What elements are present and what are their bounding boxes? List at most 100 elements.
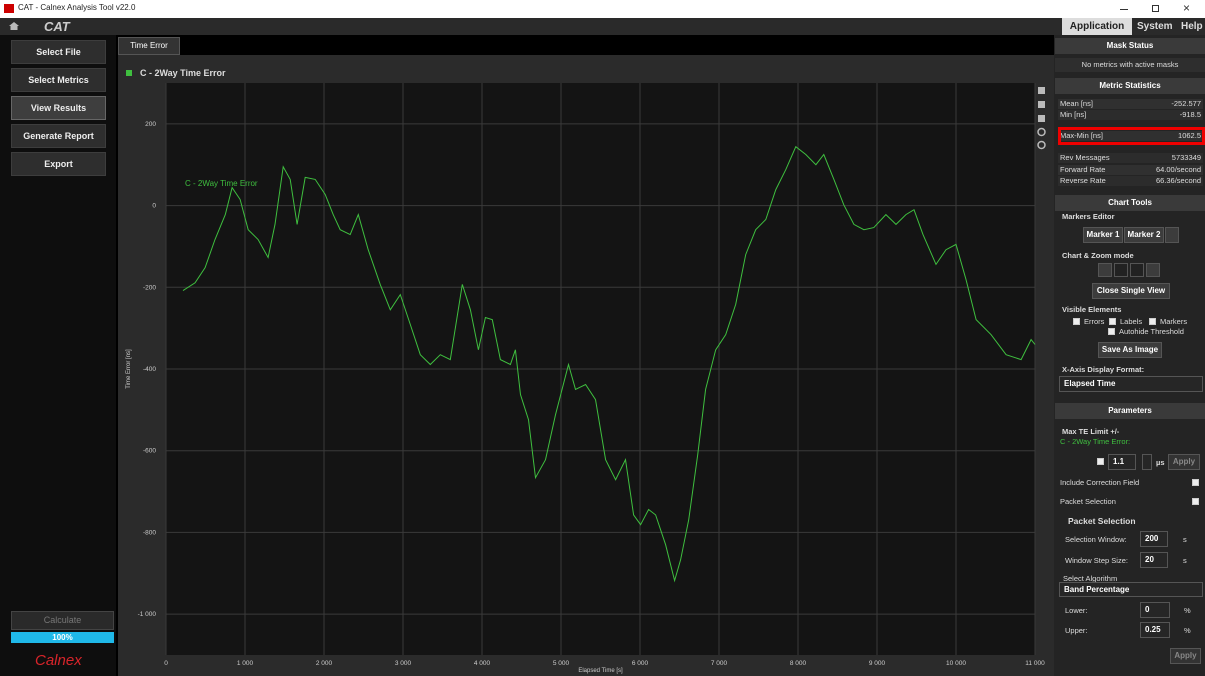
x-tick-label: 6 000 xyxy=(632,660,649,667)
dropdown[interactable]: Band Percentage xyxy=(1059,582,1203,597)
tool-icon[interactable] xyxy=(1037,140,1046,150)
stat-name: Max-Min [ns] xyxy=(1060,131,1103,140)
series-label: C - 2Way Time Error xyxy=(185,179,258,188)
x-tick-label: 8 000 xyxy=(790,660,807,667)
nav-button[interactable]: Generate Report xyxy=(11,124,106,148)
section-header: Metric Statistics xyxy=(1055,78,1205,94)
close[interactable]: × xyxy=(1183,1,1191,15)
tab[interactable]: Time Error xyxy=(118,37,180,55)
stats-row: Forward Rate 64.00/second xyxy=(1058,164,1203,175)
nav-button[interactable]: Export xyxy=(11,152,106,176)
option-label: Packet Selection xyxy=(1060,497,1116,506)
checkbox[interactable] xyxy=(1192,498,1199,505)
nav-button[interactable]: Select File xyxy=(11,40,106,64)
delete-button[interactable] xyxy=(1165,227,1179,243)
zoom-mode-button[interactable] xyxy=(1146,263,1160,277)
unit: s xyxy=(1183,556,1187,565)
group-title: Packet Selection xyxy=(1068,516,1136,526)
unit: % xyxy=(1184,606,1191,615)
apply-button[interactable]: Apply xyxy=(1168,454,1200,470)
nav-button[interactable]: View Results xyxy=(11,96,106,120)
marker-button[interactable]: Marker 1 xyxy=(1083,227,1123,243)
menu-tab[interactable]: Application xyxy=(1062,18,1132,35)
maximize[interactable] xyxy=(1152,5,1159,12)
top-bar: CAT Application System Help xyxy=(0,18,1205,35)
section-header: Parameters xyxy=(1055,403,1205,419)
apply-button[interactable]: Apply xyxy=(1170,648,1201,664)
y-tick-label: 200 xyxy=(145,121,156,128)
input[interactable]: 0 xyxy=(1140,602,1170,618)
highlight-box xyxy=(1058,127,1205,145)
checkbox[interactable] xyxy=(1192,479,1199,486)
input[interactable]: 1.1 xyxy=(1108,454,1136,470)
x-tick-label: 0 xyxy=(164,660,168,667)
checkbox-label: Errors xyxy=(1084,317,1105,326)
chart-icon xyxy=(126,70,132,76)
dropdown[interactable]: Elapsed Time xyxy=(1059,376,1203,392)
tool-icon[interactable] xyxy=(1037,127,1046,137)
x-tick-label: 3 000 xyxy=(395,660,412,667)
stat-name: Forward Rate xyxy=(1060,164,1106,174)
mask-message: No metrics with active masks xyxy=(1055,58,1205,72)
stats-row: Max-Min [ns] 1062.5 xyxy=(1058,131,1203,141)
input[interactable]: 0.25 xyxy=(1140,622,1170,638)
metric-label: C - 2Way Time Error: xyxy=(1060,437,1131,446)
minimize[interactable] xyxy=(1120,9,1128,10)
zoom-mode-button[interactable] xyxy=(1114,263,1128,277)
x-axis-label: Elapsed Time [s] xyxy=(578,668,623,674)
group-label: Visible Elements xyxy=(1062,305,1122,314)
unit: µs xyxy=(1156,458,1165,467)
checkbox[interactable] xyxy=(1073,318,1080,325)
app-icon xyxy=(4,4,14,13)
stat-value: -252.577 xyxy=(1171,99,1201,108)
group-label: Markers Editor xyxy=(1062,212,1115,221)
section-header: Mask Status xyxy=(1055,38,1205,54)
data-line xyxy=(182,145,1036,583)
chart-toolbar xyxy=(1037,87,1046,150)
checkbox[interactable] xyxy=(1108,328,1115,335)
tool-icon[interactable] xyxy=(1038,101,1045,108)
x-tick-label: 2 000 xyxy=(316,660,333,667)
stat-value: 1062.5 xyxy=(1178,131,1201,140)
tool-icon[interactable] xyxy=(1038,115,1045,122)
nav-button[interactable]: Select Metrics xyxy=(11,68,106,92)
y-axis-label: Time Error [ns] xyxy=(126,349,132,389)
y-tick-label: -800 xyxy=(143,529,156,536)
x-tick-label: 7 000 xyxy=(711,660,728,667)
group-label: Chart & Zoom mode xyxy=(1062,251,1134,260)
calculate-button[interactable]: Calculate xyxy=(11,611,114,630)
zoom-mode-button[interactable] xyxy=(1098,263,1112,277)
menu-tab[interactable]: System xyxy=(1137,21,1173,32)
checkbox[interactable] xyxy=(1149,318,1156,325)
input[interactable]: 200 xyxy=(1140,531,1168,547)
menu-tab[interactable]: Help xyxy=(1181,21,1203,32)
logo: CAT xyxy=(44,19,70,34)
marker-button[interactable]: Marker 2 xyxy=(1124,227,1164,243)
stat-value: -918.5 xyxy=(1179,109,1201,119)
stat-value: 5733349 xyxy=(1171,153,1201,162)
input[interactable]: 20 xyxy=(1140,552,1168,568)
checkbox-label: Labels xyxy=(1120,317,1143,326)
stat-name: Mean [ns] xyxy=(1060,99,1093,108)
stat-name: Rev Messages xyxy=(1060,153,1110,162)
stats-row: Min [ns] -918.5 xyxy=(1058,109,1203,120)
x-tick-label: 1 000 xyxy=(237,660,254,667)
home-icon[interactable] xyxy=(9,22,19,30)
checkbox[interactable] xyxy=(1109,318,1116,325)
checkbox[interactable] xyxy=(1097,458,1104,465)
spinner[interactable] xyxy=(1142,454,1152,470)
chart: C - 2Way Time Error 200 0 -200 -400 -600 -800… xyxy=(126,68,1046,674)
tool-icon[interactable] xyxy=(1038,87,1045,94)
field-label: Lower: xyxy=(1065,606,1088,615)
y-tick-label: 0 xyxy=(152,203,156,210)
field-label: Selection Window: xyxy=(1065,535,1127,544)
close-single-view[interactable]: Close Single View xyxy=(1092,283,1170,299)
save-image-button[interactable]: Save As Image xyxy=(1098,342,1162,358)
unit: s xyxy=(1183,535,1187,544)
window-title: CAT - Calnex Analysis Tool v22.0 xyxy=(18,3,136,12)
field-label: Upper: xyxy=(1065,626,1088,635)
zoom-mode-button[interactable] xyxy=(1130,263,1144,277)
stats-row: Reverse Rate 66.36/second xyxy=(1058,176,1203,186)
